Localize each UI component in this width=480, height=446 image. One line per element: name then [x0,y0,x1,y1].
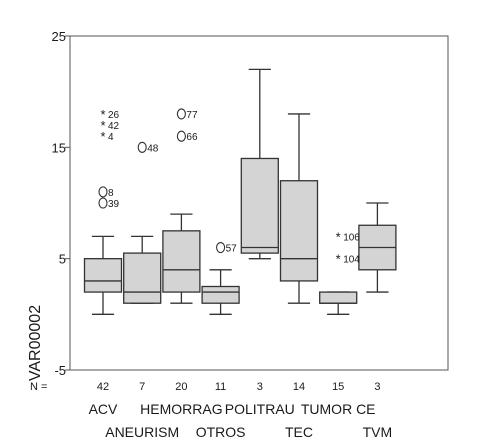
n-count-label: 11 [215,381,226,393]
iqr-box [240,157,279,254]
box-tumor-ce [319,291,358,315]
outlier-circle-marker [98,186,108,198]
iqr-box [162,230,201,293]
iqr-box [201,285,240,304]
iqr-box [123,252,162,304]
n-count-label: 15 [332,381,344,393]
outlier-point: * 104 [336,252,361,267]
n-count-label: 3 [257,381,263,393]
y-axis-title: VAR00002 [27,305,44,381]
outlier-case-label: 77 [186,110,198,121]
outlier-star-marker: * [100,129,105,144]
y-tick-label: -5 [54,363,66,378]
x-axis: N = 42 7 20 11 3 14 15 3 ACV ANEURISM HEMORRAG OTRO… [30,381,392,440]
x-category-label: TUMOR CE [301,401,376,417]
y-tick-label: 5 [59,252,66,267]
outlier-circle-marker [98,197,108,209]
x-category-label: ANEURISM [105,424,179,440]
outlier-point: 48 [137,141,159,154]
box-politrau [240,68,279,260]
x-category-label: HEMORRAG [140,401,222,417]
outlier-point: * 106 [336,229,361,244]
outlier-point: 77 [176,108,198,121]
n-count-label: 20 [175,381,187,393]
outlier-point: * 4 [100,129,114,144]
y-tick-label: 25 [52,29,66,44]
outlier-point: * 26 [100,107,119,122]
x-category-label: POLITRAU [225,401,295,417]
box-aneurism [123,235,162,304]
plot-frame [69,35,449,371]
box-tec [279,113,319,304]
iqr-box [279,180,319,282]
outlier-star-marker: * [336,252,341,267]
x-category-label: TEC [285,424,313,440]
x-category-label: ACV [89,401,118,417]
plot-border [69,35,449,371]
box-series [83,68,397,315]
outlier-case-label: 4 [108,132,114,143]
box-tvm [358,202,397,293]
outlier-case-label: 42 [108,121,120,132]
outlier-case-label: 8 [108,188,114,199]
n-count-label: 42 [97,381,109,393]
outlier-star-marker: * [100,118,105,133]
n-count-label: 7 [139,381,145,393]
outlier-circle-marker [176,130,186,142]
outlier-point: 8 [98,186,114,199]
iqr-box [319,291,358,304]
outlier-case-label: 66 [186,132,198,143]
outlier-case-label: 57 [226,244,238,255]
outlier-point: 57 [216,241,238,255]
box-hemorrag [162,213,201,304]
outlier-case-label: 106 [343,232,360,243]
outlier-point: * 42 [100,118,119,133]
outlier-case-label: 48 [147,143,159,154]
outlier-point: 39 [98,197,120,210]
outlier-case-label: 26 [108,110,120,121]
x-category-label: TVM [363,424,393,440]
outlier-star-marker: * [336,229,341,244]
outlier-circle-marker [216,241,226,254]
n-count-label: 14 [293,381,305,393]
outlier-star-marker: * [100,107,105,122]
x-category-label: OTROS [196,424,246,440]
y-tick-label: 15 [52,140,66,155]
iqr-box [83,258,123,293]
outlier-case-label: 39 [108,199,120,210]
box-otros [201,269,240,315]
n-prefix-label: N = [30,381,47,393]
outlier-circle-marker [176,108,186,120]
n-count-label: 3 [374,381,380,393]
outlier-circle-marker [137,141,147,153]
outlier-point: 66 [176,130,198,143]
outlier-case-label: 104 [343,255,360,266]
y-axis: -5 5 15 25 [52,29,70,378]
box-acv [83,235,123,315]
